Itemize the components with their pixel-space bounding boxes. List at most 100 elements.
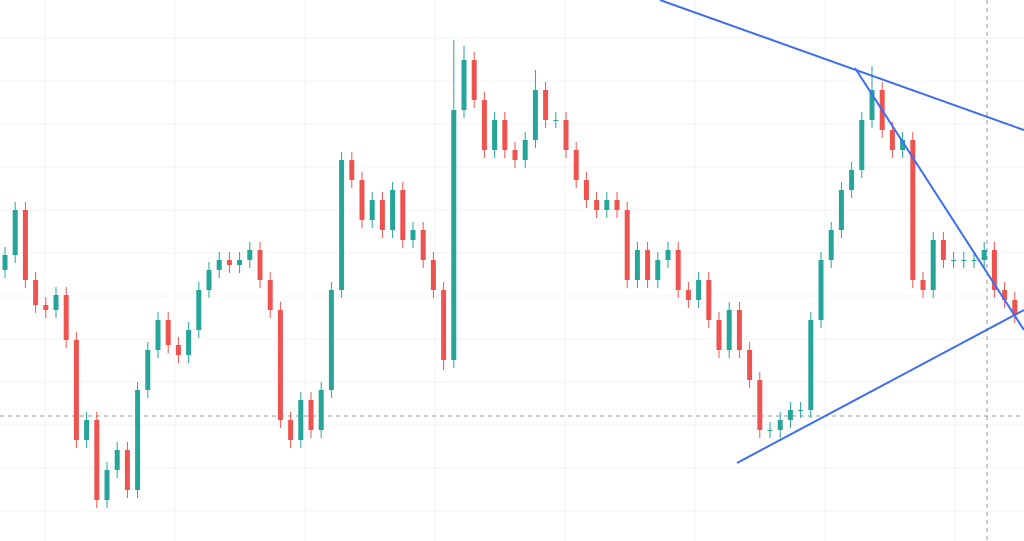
candle-body [257, 250, 263, 280]
candle-body [22, 210, 28, 280]
candle-body [471, 60, 477, 100]
candle-body [645, 250, 651, 280]
candle-body [502, 120, 508, 150]
trend-line[interactable] [659, 0, 1024, 131]
candle-body [53, 295, 59, 310]
candle-body [410, 230, 416, 240]
candle-body [777, 420, 783, 430]
candle-body [685, 290, 691, 300]
candle-body [124, 450, 130, 490]
candle-body [736, 310, 742, 350]
candle-body [889, 130, 895, 150]
candle-body [359, 180, 365, 220]
candle-body [798, 410, 804, 411]
candle-body [838, 190, 844, 230]
candle-body [869, 90, 875, 120]
candle-body [318, 390, 324, 430]
candle-body [940, 240, 946, 260]
candle-body [390, 190, 396, 230]
candle-body [961, 260, 967, 261]
candle-body [339, 160, 345, 290]
candle-body [981, 250, 987, 260]
trend-line[interactable] [736, 309, 1024, 464]
candle-body [726, 310, 732, 350]
trend-line[interactable] [854, 67, 1024, 331]
candle-body [859, 120, 865, 170]
candle-body [441, 290, 447, 360]
candle-body [532, 90, 538, 140]
candle-body [461, 60, 467, 110]
candle-body [288, 420, 294, 440]
candle-body [920, 280, 926, 290]
candle-body [747, 350, 753, 380]
candle-body [757, 380, 763, 430]
candle-body [849, 170, 855, 190]
candle-body [991, 250, 997, 290]
candle-body [226, 260, 232, 265]
candle-body [787, 410, 793, 420]
candle-body [604, 200, 610, 210]
candle-body [767, 430, 773, 431]
candle-body [716, 320, 722, 350]
candle-body [186, 330, 192, 355]
candle-body [104, 470, 110, 500]
candle-body [277, 310, 283, 420]
candle-body [634, 250, 640, 280]
candle-body [614, 200, 620, 210]
candle-body [553, 120, 559, 121]
candle-body [298, 400, 304, 440]
candle-body [400, 190, 406, 240]
candle-body [328, 290, 334, 390]
candles [2, 40, 1018, 508]
candle-body [63, 295, 69, 340]
candle-body [573, 150, 579, 180]
candle-body [216, 260, 222, 270]
candle-body [522, 140, 528, 160]
candle-body [594, 200, 600, 210]
candle-body [696, 280, 702, 300]
candle-body [910, 140, 916, 280]
candle-body [563, 120, 569, 150]
candle-body [206, 270, 212, 290]
candle-body [349, 160, 355, 180]
candle-body [267, 280, 273, 310]
candle-body [84, 420, 90, 440]
candle-body [308, 400, 314, 430]
candle-body [43, 305, 49, 310]
candle-body [165, 320, 171, 345]
candle-body [12, 210, 18, 255]
candle-body [583, 180, 589, 200]
candle-body [1012, 300, 1018, 315]
candle-body [379, 200, 385, 230]
candle-body [818, 260, 824, 320]
candle-body [237, 260, 243, 265]
candle-body [135, 390, 141, 490]
candle-body [175, 345, 181, 355]
candle-body [624, 210, 630, 280]
candle-body [420, 230, 426, 260]
candle-body [94, 420, 100, 500]
candle-body [971, 260, 977, 261]
candle-body [451, 110, 457, 360]
candle-body [492, 120, 498, 150]
candle-body [430, 260, 436, 290]
trend-lines [659, 0, 1024, 464]
candle-body [808, 320, 814, 410]
candle-body [369, 200, 375, 220]
candle-body [543, 90, 549, 120]
candle-body [655, 260, 661, 280]
candle-body [155, 320, 161, 350]
candle-body [196, 290, 202, 330]
candle-body [247, 250, 253, 260]
candle-body [665, 250, 671, 260]
candle-body [706, 280, 712, 320]
candle-body [145, 350, 151, 390]
candle-body [73, 340, 79, 440]
candle-body [33, 280, 39, 305]
candle-body [951, 260, 957, 261]
candle-body [512, 150, 518, 160]
candle-body [930, 240, 936, 290]
